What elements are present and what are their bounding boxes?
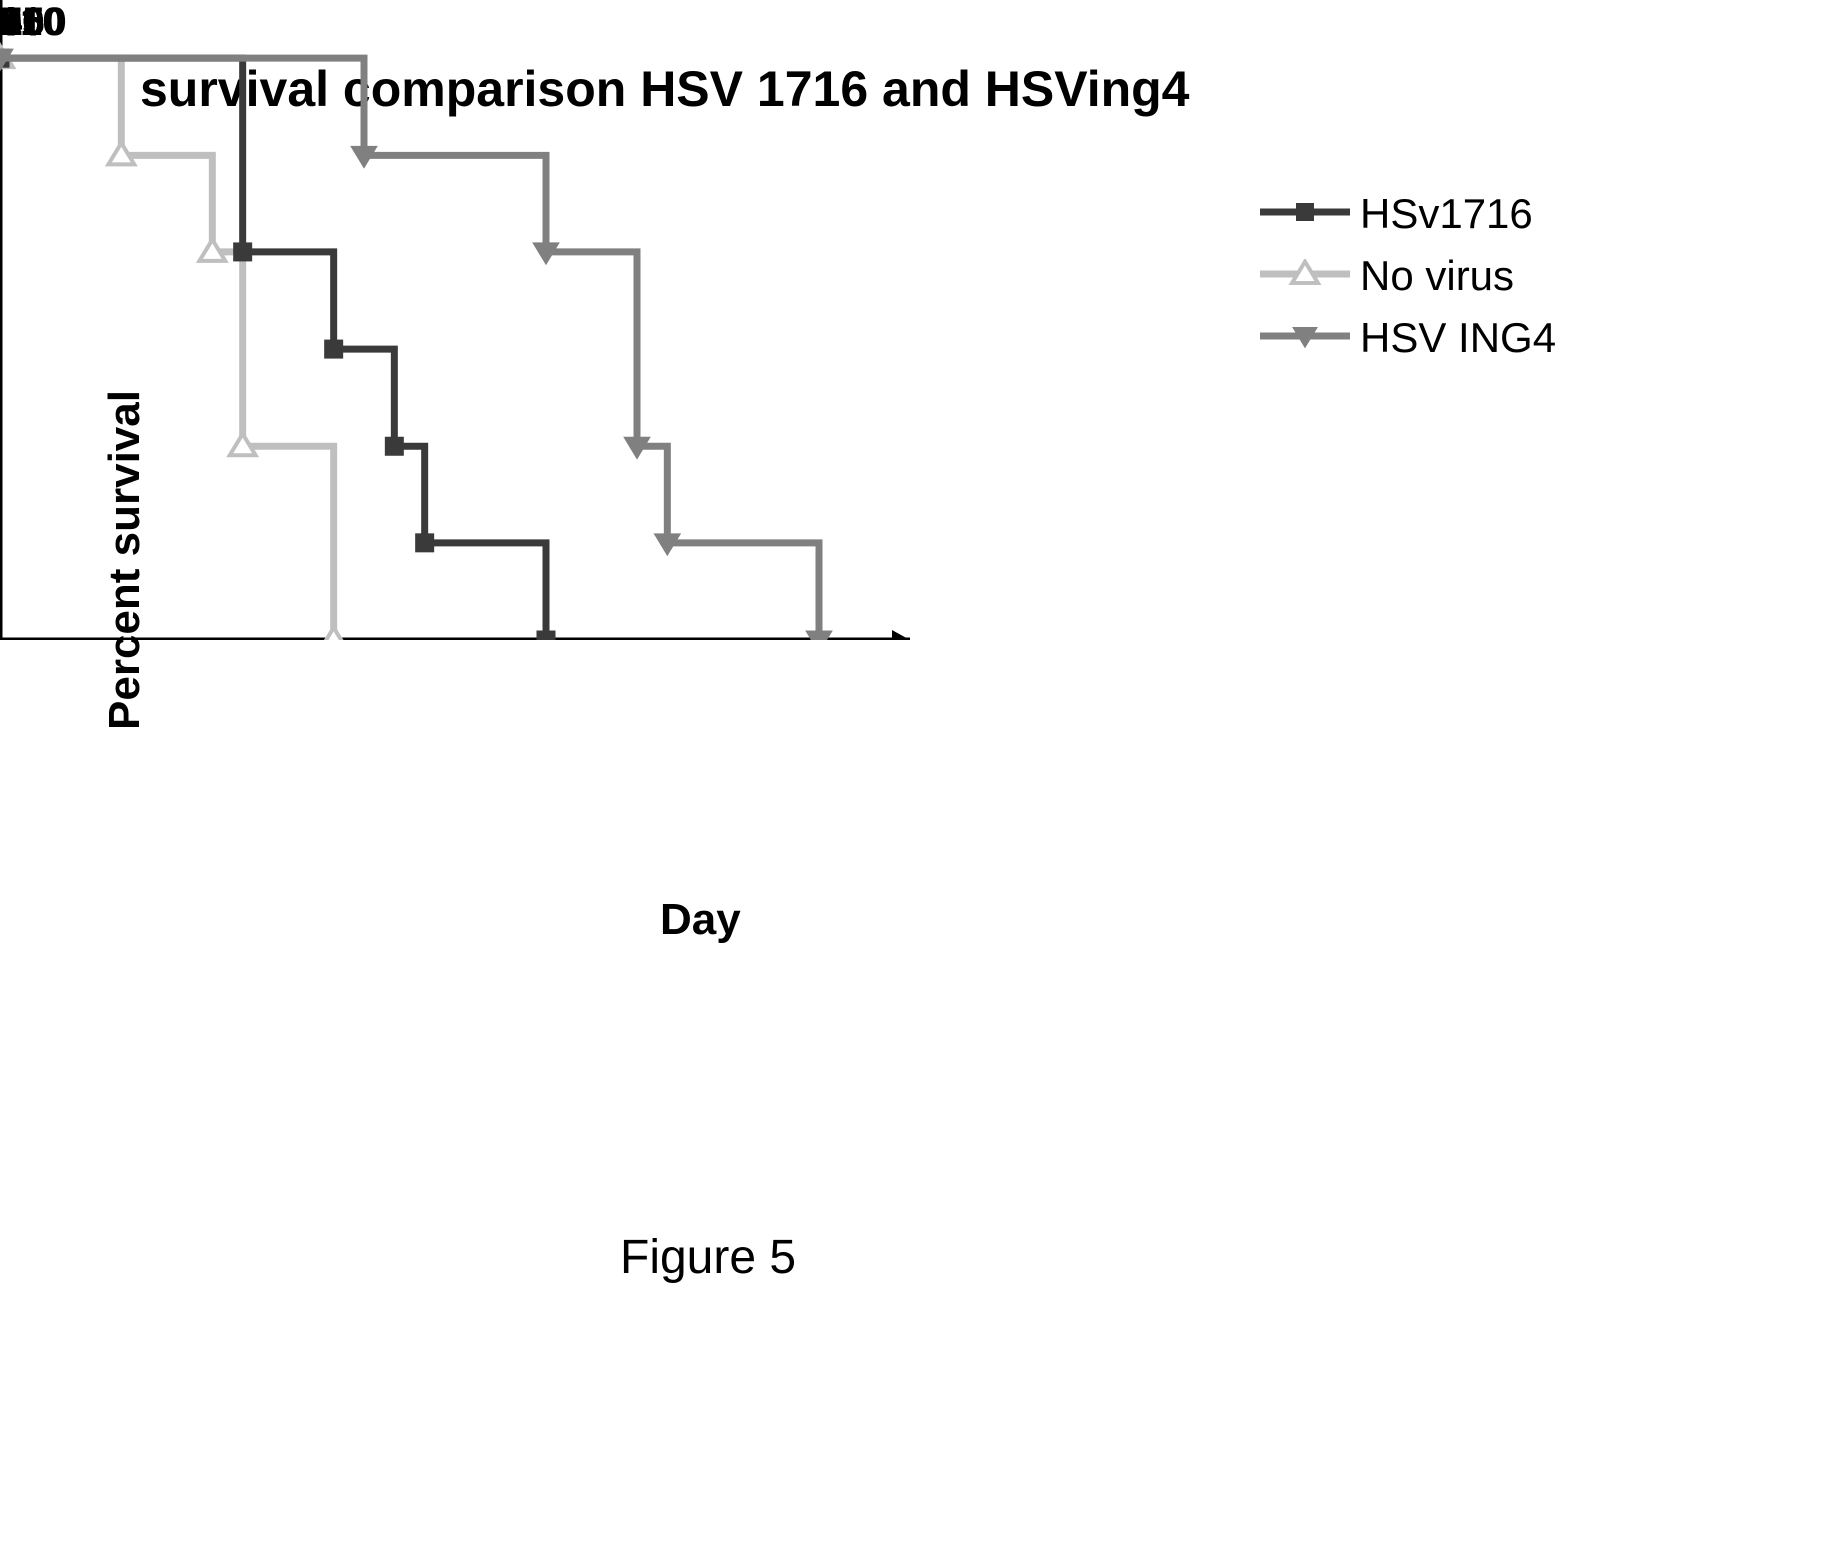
legend-label: No virus bbox=[1360, 252, 1514, 300]
legend: HSv1716 No virus HSV ING4 bbox=[1260, 190, 1556, 376]
legend-item: HSV ING4 bbox=[1260, 314, 1556, 362]
survival-plot bbox=[0, 0, 940, 640]
legend-label: HSv1716 bbox=[1360, 190, 1533, 238]
figure-caption: Figure 5 bbox=[620, 1230, 796, 1285]
legend-item: No virus bbox=[1260, 252, 1556, 300]
legend-item: HSv1716 bbox=[1260, 190, 1556, 238]
plot-svg bbox=[0, 0, 940, 640]
legend-swatch bbox=[1260, 197, 1350, 232]
x-axis-label: Day bbox=[660, 895, 741, 945]
legend-label: HSV ING4 bbox=[1360, 314, 1556, 362]
x-tick-label: 30 bbox=[0, 0, 45, 45]
page: survival comparison HSV 1716 and HSVing4… bbox=[0, 0, 1835, 1560]
legend-swatch bbox=[1260, 321, 1350, 356]
legend-swatch bbox=[1260, 259, 1350, 294]
